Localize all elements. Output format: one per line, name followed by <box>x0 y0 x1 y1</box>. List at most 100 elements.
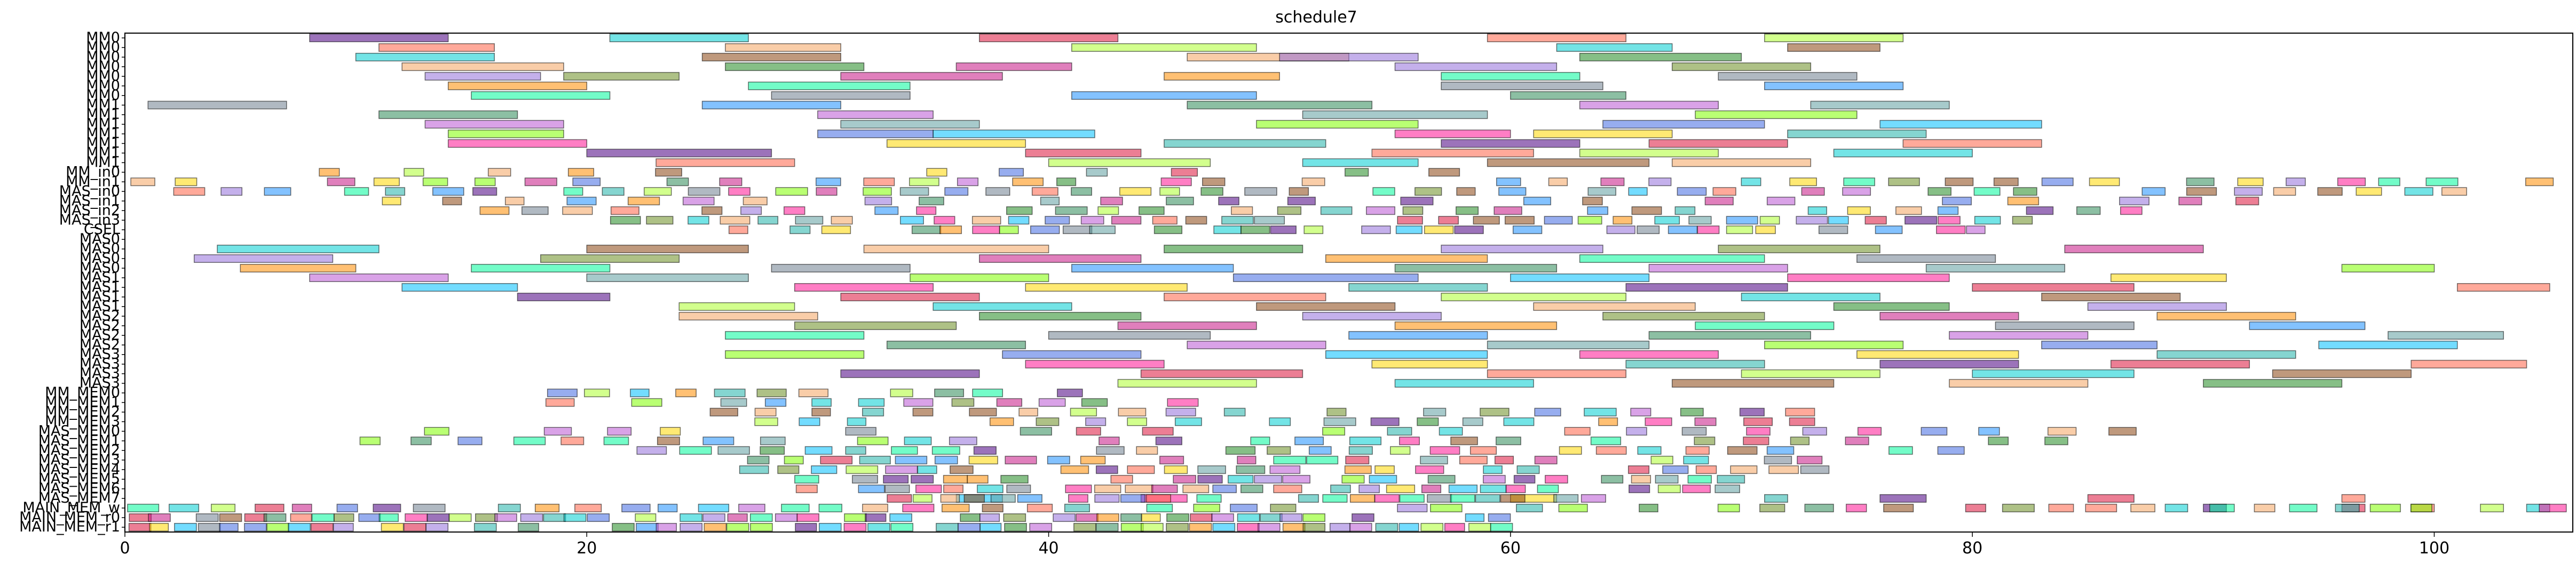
task-bar <box>1743 417 1773 426</box>
task-bar <box>1488 513 1511 522</box>
task-bar <box>1694 417 1717 426</box>
task-bar <box>311 523 334 531</box>
task-bar <box>1937 446 1965 455</box>
task-bar <box>725 62 865 71</box>
task-bar <box>816 177 841 186</box>
task-bar <box>1269 465 1301 474</box>
task-bar <box>1533 129 1673 138</box>
task-bar <box>1534 456 1558 465</box>
task-bar <box>1096 513 1119 522</box>
task-bar <box>1151 484 1178 494</box>
task-bar <box>2539 504 2567 513</box>
task-bar <box>996 398 1023 407</box>
task-bar <box>219 523 239 531</box>
task-bar <box>1768 465 1799 474</box>
task-bar <box>1031 187 1058 196</box>
task-bar <box>1397 216 1423 225</box>
task-bar <box>2289 504 2318 513</box>
task-bar <box>1308 446 1332 455</box>
task-bar <box>1439 427 1463 436</box>
task-bar <box>911 225 942 234</box>
task-bar <box>1120 523 1144 531</box>
task-bar <box>1141 523 1164 531</box>
task-bar <box>1810 100 1950 110</box>
task-bar <box>1759 504 1785 513</box>
task-bar <box>820 456 853 465</box>
task-bar <box>2388 331 2504 340</box>
task-bar <box>2047 427 2077 436</box>
task-bar <box>1650 456 1673 465</box>
task-bar <box>1254 216 1285 225</box>
y-tick-label: MAS2 <box>80 327 120 343</box>
task-bar <box>1879 359 2019 369</box>
task-bar <box>517 293 611 301</box>
task-bar <box>1164 139 1326 148</box>
task-bar <box>1444 523 1465 531</box>
task-bar <box>1323 417 1356 426</box>
task-bar <box>1326 408 1347 417</box>
task-bar <box>627 197 660 206</box>
task-bar <box>1258 523 1281 531</box>
task-bar <box>1503 417 1535 426</box>
task-bar <box>1164 72 1280 81</box>
task-bar <box>1142 427 1174 436</box>
task-bar <box>1166 197 1194 206</box>
task-bar <box>1190 513 1213 522</box>
task-bar <box>521 206 549 215</box>
task-bar <box>1145 494 1171 503</box>
task-bar <box>584 388 610 397</box>
task-bar <box>764 398 787 407</box>
task-bar <box>475 513 498 522</box>
task-bar <box>1279 52 1419 61</box>
task-bar <box>655 168 682 177</box>
task-bar <box>1441 245 1603 254</box>
task-bar <box>2254 504 2275 513</box>
task-bar <box>1240 225 1270 234</box>
task-bar <box>1018 408 1038 417</box>
task-bar <box>1766 197 1796 206</box>
task-bar <box>2286 177 2306 186</box>
task-bar <box>979 34 1119 42</box>
task-bar <box>1211 513 1234 522</box>
task-bar <box>1118 408 1147 417</box>
task-bar <box>1533 302 1696 311</box>
task-bar <box>2317 187 2343 196</box>
task-bar <box>1480 408 1510 417</box>
task-bar <box>1390 446 1411 455</box>
y-tick-label: MM1 <box>86 116 120 132</box>
task-bar <box>2041 177 2074 186</box>
task-bar <box>422 177 448 186</box>
task-bar <box>1697 225 1720 234</box>
task-bar <box>840 293 980 301</box>
task-bar <box>413 504 446 513</box>
task-bar <box>750 523 773 531</box>
task-bar <box>497 504 521 513</box>
task-bar <box>543 427 572 436</box>
task-bar <box>646 216 674 225</box>
task-bar <box>798 388 829 397</box>
task-bar <box>660 427 681 436</box>
task-bar <box>1374 465 1395 474</box>
task-bar <box>655 523 677 531</box>
task-bar <box>2119 197 2150 206</box>
task-bar <box>1394 264 1558 273</box>
task-bar <box>1516 504 1543 513</box>
task-bar <box>858 484 885 494</box>
task-bar <box>714 388 746 397</box>
task-bar <box>1972 369 2135 378</box>
task-bar <box>1945 177 1974 186</box>
task-bar <box>543 513 566 522</box>
task-bar <box>1417 417 1439 426</box>
task-bar <box>1002 350 1142 359</box>
task-bar <box>1358 484 1380 494</box>
y-tick-label: MAS0 <box>80 260 120 276</box>
task-bar <box>1110 475 1133 484</box>
task-bar <box>217 245 380 254</box>
task-bar <box>720 216 750 225</box>
task-bar <box>1004 523 1027 531</box>
task-bar <box>410 436 432 445</box>
task-bar <box>1441 81 1603 90</box>
task-bar <box>1581 494 1606 503</box>
task-bar <box>2525 177 2554 186</box>
task-bar <box>1879 311 2019 320</box>
